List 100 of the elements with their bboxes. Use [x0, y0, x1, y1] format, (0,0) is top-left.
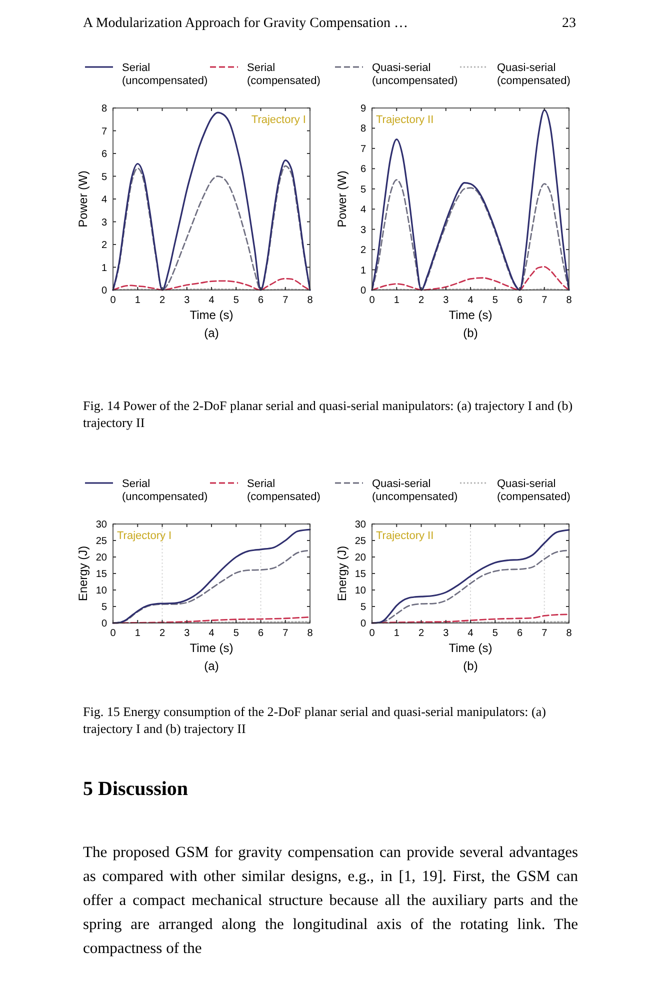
x-tick-label: 8 — [307, 628, 314, 639]
legend-label: Quasi-serial (uncompensated) — [372, 478, 458, 503]
x-tick-label: 1 — [134, 295, 141, 306]
y-tick-label: 5 — [101, 602, 108, 613]
x-tick-label: 1 — [394, 295, 400, 306]
text: A Modularization Approach for Gravity Compensation … — [83, 16, 410, 32]
legend-label: Serial (uncompensated) — [122, 478, 208, 503]
y-tick-label: 2 — [360, 245, 366, 256]
x-tick-label: 3 — [443, 295, 450, 306]
x-tick-label: 4 — [468, 295, 474, 306]
x-tick-label: 3 — [184, 295, 190, 306]
legend-label: Serial (compensated) — [247, 478, 320, 503]
x-tick-label: 2 — [159, 628, 166, 639]
y-tick-label: 8 — [360, 124, 366, 135]
line-series — [371, 179, 570, 291]
line-series — [112, 528, 311, 624]
text: The proposed GSM for gravity compensation can provide several advantages as compared with other similar designs, e.g., in [1, 19]. First, the GSM can offer a compact mechanical structure because all the auxiliary parts and the spring are arranged along the longitudinal axis of the rotating link. The compactness of the — [83, 843, 578, 959]
y-tick-label: 1 — [360, 265, 366, 276]
annotation: Trajectory I — [251, 114, 306, 126]
y-tick-label: 7 — [360, 144, 366, 155]
x-axis-title: Time (s) — [448, 641, 492, 655]
caption: Fig. 14 Power of the 2-DoF planar serial and quasi-serial manipulators: (a) trajectory I and (b) trajectory II — [83, 397, 574, 431]
y-axis-title: Power (W) — [335, 170, 349, 228]
caption: Fig. 15 Energy consumption of the 2-DoF planar serial and quasi-serial manipulators: (a) trajectory I and (b) trajectory II — [83, 703, 547, 737]
x-tick-label: 1 — [134, 628, 141, 639]
y-tick-label: 1 — [101, 262, 108, 274]
y-tick-label: 20 — [354, 552, 366, 564]
text: 5 Discussion — [83, 778, 190, 801]
x-tick-label: 5 — [492, 295, 498, 306]
x-tick-label: 0 — [110, 628, 116, 639]
y-tick-label: 6 — [101, 149, 108, 160]
annotation: Trajectory II — [376, 114, 434, 126]
x-axis-title: Time (s) — [448, 308, 492, 322]
y-axis-title: Energy (J) — [335, 546, 349, 602]
x-tick-label: 0 — [110, 295, 116, 306]
x-tick-label: 6 — [258, 295, 264, 306]
legend-label: Quasi-serial (uncompensated) — [372, 62, 458, 87]
y-axis-title: Energy (J) — [76, 546, 90, 602]
x-axis-title: Time (s) — [190, 308, 234, 322]
y-tick-label: 4 — [101, 194, 108, 206]
legend-label: Quasi-serial (compensated) — [497, 478, 570, 503]
text: (a) — [204, 659, 219, 673]
y-tick-label: 8 — [101, 104, 108, 114]
y-tick-label: 6 — [360, 164, 366, 176]
y-tick-label: 7 — [101, 126, 108, 138]
x-tick-label: 7 — [282, 295, 289, 306]
y-tick-label: 25 — [354, 536, 366, 547]
y-tick-label: 10 — [96, 586, 108, 596]
x-tick-label: 2 — [418, 295, 424, 306]
y-tick-label: 10 — [354, 586, 366, 596]
x-tick-label: 8 — [566, 628, 572, 639]
y-tick-label: 30 — [354, 520, 366, 530]
y-tick-label: 5 — [360, 602, 366, 613]
legend-label: Quasi-serial (compensated) — [497, 62, 570, 87]
y-tick-label: 5 — [360, 184, 366, 196]
x-tick-label: 3 — [184, 628, 190, 639]
x-tick-label: 4 — [208, 295, 215, 306]
y-tick-label: 20 — [96, 552, 108, 564]
y-tick-label: 0 — [360, 286, 366, 296]
line-series — [371, 109, 570, 291]
y-tick-label: 25 — [96, 536, 108, 547]
x-tick-label: 1 — [394, 628, 400, 639]
x-tick-label: 4 — [468, 628, 474, 639]
y-tick-label: 15 — [354, 569, 366, 580]
text: 23 — [561, 16, 576, 32]
x-tick-label: 6 — [516, 295, 523, 306]
y-tick-label: 15 — [96, 569, 108, 580]
y-tick-label: 0 — [360, 618, 366, 630]
text: (b) — [463, 326, 478, 340]
x-tick-label: 5 — [233, 295, 240, 306]
y-tick-label: 3 — [360, 224, 366, 236]
line-series — [371, 529, 570, 624]
annotation: Trajectory II — [376, 530, 434, 542]
annotation: Trajectory I — [117, 530, 172, 542]
text: (b) — [463, 659, 478, 673]
x-tick-label: 0 — [369, 295, 376, 306]
x-tick-label: 8 — [566, 295, 572, 306]
x-tick-label: 2 — [159, 295, 166, 306]
legend-label: Serial (uncompensated) — [122, 62, 208, 87]
y-tick-label: 0 — [101, 286, 108, 296]
x-tick-label: 7 — [542, 628, 548, 639]
line-series — [371, 266, 570, 291]
y-tick-label: 5 — [101, 172, 108, 183]
x-tick-label: 5 — [233, 628, 240, 639]
x-tick-label: 8 — [307, 295, 314, 306]
y-tick-label: 9 — [360, 104, 366, 114]
line-series — [112, 112, 311, 291]
line-series — [112, 278, 311, 291]
y-tick-label: 4 — [360, 204, 366, 216]
x-tick-label: 2 — [418, 628, 424, 639]
x-tick-label: 7 — [282, 628, 289, 639]
text: (a) — [204, 326, 219, 340]
x-tick-label: 3 — [443, 628, 450, 639]
x-axis-title: Time (s) — [190, 641, 234, 655]
x-tick-label: 6 — [258, 628, 264, 639]
y-axis-title: Power (W) — [76, 170, 90, 228]
x-tick-label: 4 — [208, 628, 215, 639]
x-tick-label: 7 — [542, 295, 548, 306]
legend-label: Serial (compensated) — [247, 62, 320, 87]
x-tick-label: 0 — [369, 628, 376, 639]
